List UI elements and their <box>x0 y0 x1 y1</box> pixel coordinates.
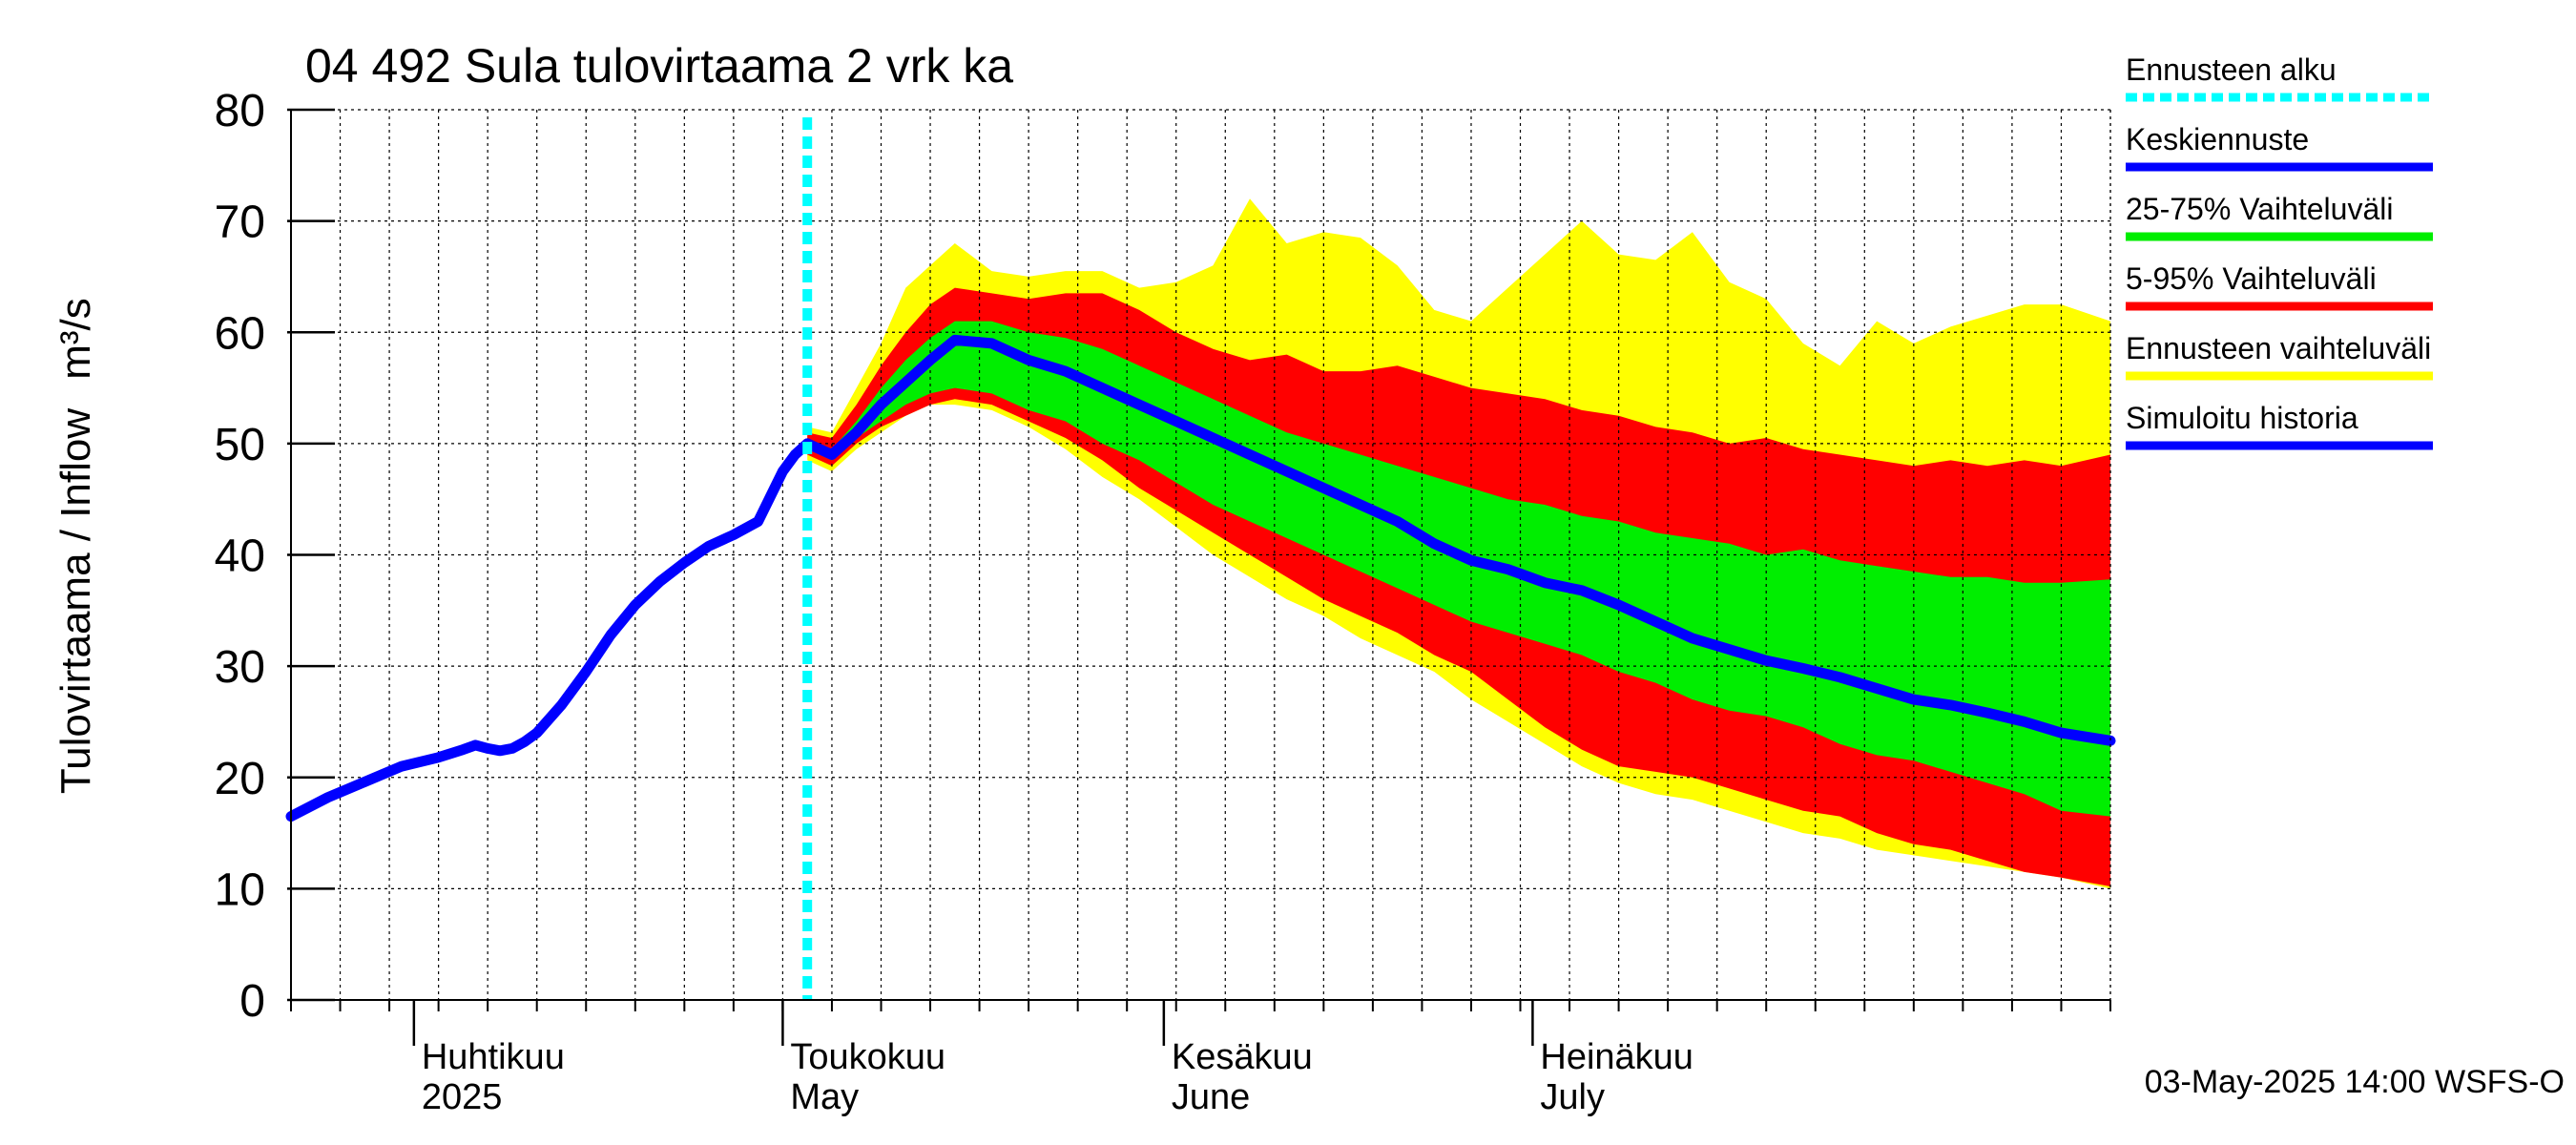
legend-label: Simuloitu historia <box>2126 401 2358 435</box>
x-month-label-fi: Huhtikuu <box>422 1037 565 1077</box>
legend: Ennusteen alku Keskiennuste 25-75% Vaihtel… <box>2126 52 2433 450</box>
y-tick-label: 60 <box>215 308 265 359</box>
y-axis-label: Tulovirtaama / Inflow <box>52 408 99 795</box>
x-month-label-en: June <box>1172 1077 1250 1117</box>
legend-label: Ennusteen vaihteluväli <box>2126 331 2431 365</box>
footer-timestamp: 03-May-2025 14:00 WSFS-O <box>2145 1064 2565 1100</box>
forecast-bands <box>807 198 2111 889</box>
y-tick-label: 20 <box>215 754 265 804</box>
line-simuloitu-historia <box>285 438 813 822</box>
x-month-label-en: May <box>790 1077 859 1117</box>
line-keskiennuste <box>801 334 2116 746</box>
band-25-75-vaihteluv-li <box>807 321 2111 817</box>
y-tick-label: 0 <box>239 976 265 1027</box>
chart-title: 04 492 Sula tulovirtaama 2 vrk ka <box>305 39 1013 93</box>
legend-label: Ennusteen alku <box>2126 52 2337 87</box>
x-month-label-fi: Heinäkuu <box>1540 1037 1693 1077</box>
x-month-label-fi: Kesäkuu <box>1172 1037 1313 1077</box>
y-tick-label: 50 <box>215 420 265 470</box>
legend-label: Keskiennuste <box>2126 122 2309 156</box>
y-axis-unit: m³/s <box>52 298 99 380</box>
y-tick-label: 80 <box>215 86 265 136</box>
legend-label: 25-75% Vaihteluväli <box>2126 192 2393 226</box>
y-tick-label: 10 <box>215 864 265 915</box>
legend-label: 5-95% Vaihteluväli <box>2126 261 2377 296</box>
y-tick-label: 30 <box>215 642 265 693</box>
series-lines <box>285 117 2116 1000</box>
y-tick-label: 40 <box>215 531 265 582</box>
x-month-label-en: 2025 <box>422 1077 503 1117</box>
y-tick-label: 70 <box>215 198 265 248</box>
x-month-label-en: July <box>1540 1077 1605 1117</box>
x-month-label-fi: Toukokuu <box>790 1037 945 1077</box>
